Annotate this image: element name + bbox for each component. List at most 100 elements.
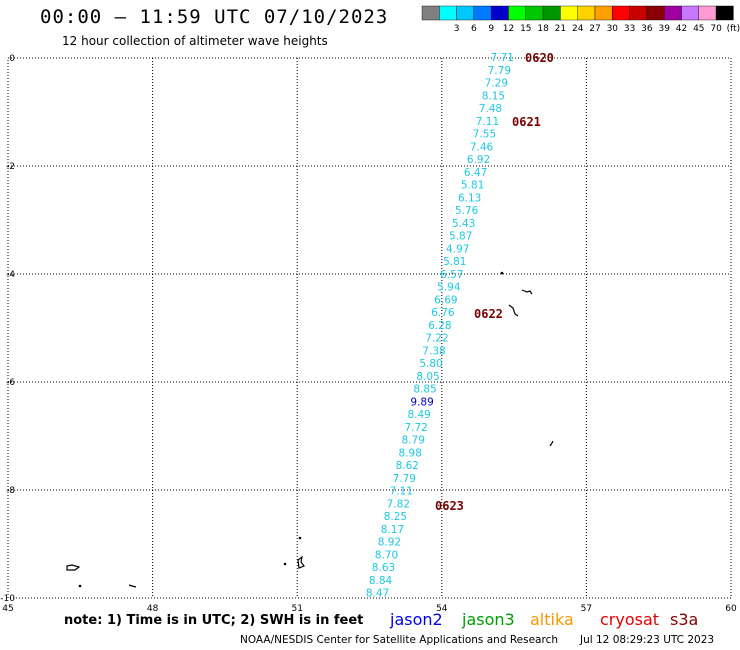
ocean-map: 45 48 51 54 57 600-2-4-6-8-107.717.797.298.15… — [0, 51, 737, 614]
satellite-legend-altika: altika — [530, 610, 574, 629]
wave-height-label: 6.13 — [458, 192, 481, 204]
wave-height-label: 8.17 — [381, 524, 404, 536]
color-bin-label: 42 — [676, 24, 687, 34]
wave-height-label: 5.81 — [443, 256, 466, 268]
color-bin-label: 9 — [488, 24, 494, 34]
generation-timestamp: Jul 12 08:29:23 UTC 2023 — [580, 634, 715, 646]
color-bin-label: 45 — [693, 24, 704, 34]
wave-height-label: 7.46 — [470, 141, 494, 153]
map-title: 00:00 – 11:59 UTC 07/10/2023 — [40, 6, 389, 28]
islet-dot — [283, 562, 287, 566]
wave-height-label: 6.76 — [431, 307, 455, 319]
wave-height-label: 8.84 — [369, 575, 393, 587]
satellite-legend-jason3: jason3 — [462, 610, 515, 629]
longitude-label: 57 — [581, 604, 592, 614]
color-bin-label: 30 — [607, 24, 619, 34]
wave-height-label: 6.28 — [428, 320, 451, 332]
wave-height-label: 7.72 — [404, 422, 427, 434]
latitude-label: -2 — [6, 162, 15, 172]
wave-height-label: 6.47 — [464, 167, 487, 179]
islet-dot — [78, 584, 82, 588]
map-frame — [7, 57, 732, 599]
latitude-label: -10 — [0, 594, 15, 604]
swh-color-scale: 3 6 9 12 15 18 21 24 27 30 33 36 39 42 45 70 (ft) — [421, 5, 740, 34]
island-outline — [508, 304, 519, 317]
wave-height-label: 5.87 — [449, 231, 472, 243]
wave-height-label: 8.25 — [384, 511, 407, 523]
color-bin-label: 70 — [710, 24, 722, 34]
color-bin-label: 15 — [520, 24, 531, 34]
satellite-legend-jason2: jason2 — [390, 610, 443, 629]
wave-height-label: 7.29 — [485, 78, 508, 90]
islet-dot — [298, 536, 302, 540]
color-bin-label: 33 — [624, 24, 635, 34]
color-bin-label: 27 — [589, 24, 600, 34]
wave-height-label: 6.57 — [440, 269, 463, 281]
pass-time-label: 0622 — [474, 307, 503, 321]
wave-height-label: 8.05 — [416, 371, 439, 383]
wave-height-label: 7.71 — [491, 52, 514, 64]
pass-time-label: 0620 — [525, 51, 554, 65]
wave-height-label: 7.79 — [488, 65, 511, 77]
wave-height-label: 7.38 — [422, 345, 445, 357]
wave-height-label: 7.55 — [473, 129, 496, 141]
wave-height-label: 5.80 — [419, 358, 442, 370]
latitude-label: 0 — [9, 54, 15, 64]
wave-height-label: 7.79 — [393, 473, 416, 485]
wave-height-label: 7.82 — [387, 498, 410, 510]
map-subtitle: 12 hour collection of altimeter wave hei… — [62, 34, 328, 48]
island-outline — [128, 584, 137, 588]
wave-height-label: 5.94 — [437, 282, 461, 294]
wave-height-label: 7.11 — [476, 116, 499, 128]
pass-time-label: 0621 — [512, 115, 541, 129]
wave-height-label: 9.89 — [410, 396, 433, 408]
islet-dot — [500, 271, 504, 275]
color-bin-label: 18 — [537, 24, 549, 34]
wave-height-label: 8.15 — [482, 90, 505, 102]
satellite-legend-s3a: s3a — [670, 610, 699, 629]
longitude-label: 51 — [291, 604, 302, 614]
satellite-legend-cryosat: cryosat — [600, 610, 660, 629]
wave-height-label: 7.11 — [390, 486, 413, 498]
units-note: note: 1) Time is in UTC; 2) SWH is in fe… — [64, 613, 364, 628]
color-bin-label: 21 — [555, 24, 566, 34]
wave-height-label: 8.92 — [378, 537, 401, 549]
latitude-label: -4 — [6, 270, 15, 280]
wave-height-label: 8.49 — [407, 409, 430, 421]
color-bin-label: 12 — [503, 24, 514, 34]
wave-height-label: 6.92 — [467, 154, 490, 166]
island-outline — [521, 289, 533, 295]
longitude-label: 45 — [2, 604, 13, 614]
color-bin-label: 39 — [658, 24, 670, 34]
wave-height-label: 7.48 — [479, 103, 502, 115]
latitude-label: -8 — [6, 486, 15, 496]
color-bin-label: 6 — [471, 24, 477, 34]
color-bin-label: 36 — [641, 24, 653, 34]
longitude-label: 54 — [436, 604, 448, 614]
color-bin-label: 3 — [454, 24, 460, 34]
wave-height-label: 8.62 — [396, 460, 419, 472]
island-outline — [66, 564, 81, 571]
wave-height-label: 8.63 — [372, 562, 395, 574]
wave-height-label: 8.85 — [413, 384, 436, 396]
longitude-label: 60 — [725, 604, 737, 614]
color-bin — [715, 5, 734, 21]
wave-height-label: 6.69 — [434, 294, 457, 306]
pass-time-label: 0623 — [435, 499, 464, 513]
wave-height-label: 7.22 — [425, 333, 448, 345]
wave-height-label: 5.76 — [455, 205, 479, 217]
island-outline — [297, 555, 305, 569]
color-bin-label: (ft) — [727, 24, 740, 34]
wave-height-label: 4.97 — [446, 243, 469, 255]
wave-height-label: 5.43 — [452, 218, 475, 230]
wave-height-label: 8.79 — [402, 435, 425, 447]
wave-height-label: 8.98 — [399, 447, 422, 459]
wave-height-label: 5.81 — [461, 180, 484, 192]
wave-height-label: 8.70 — [375, 549, 398, 561]
credit-line: NOAA/NESDIS Center for Satellite Applica… — [240, 634, 558, 646]
color-bin-label: 24 — [572, 24, 584, 34]
longitude-label: 48 — [147, 604, 159, 614]
island-outline — [549, 440, 554, 447]
wave-height-label: 8.47 — [366, 588, 389, 600]
